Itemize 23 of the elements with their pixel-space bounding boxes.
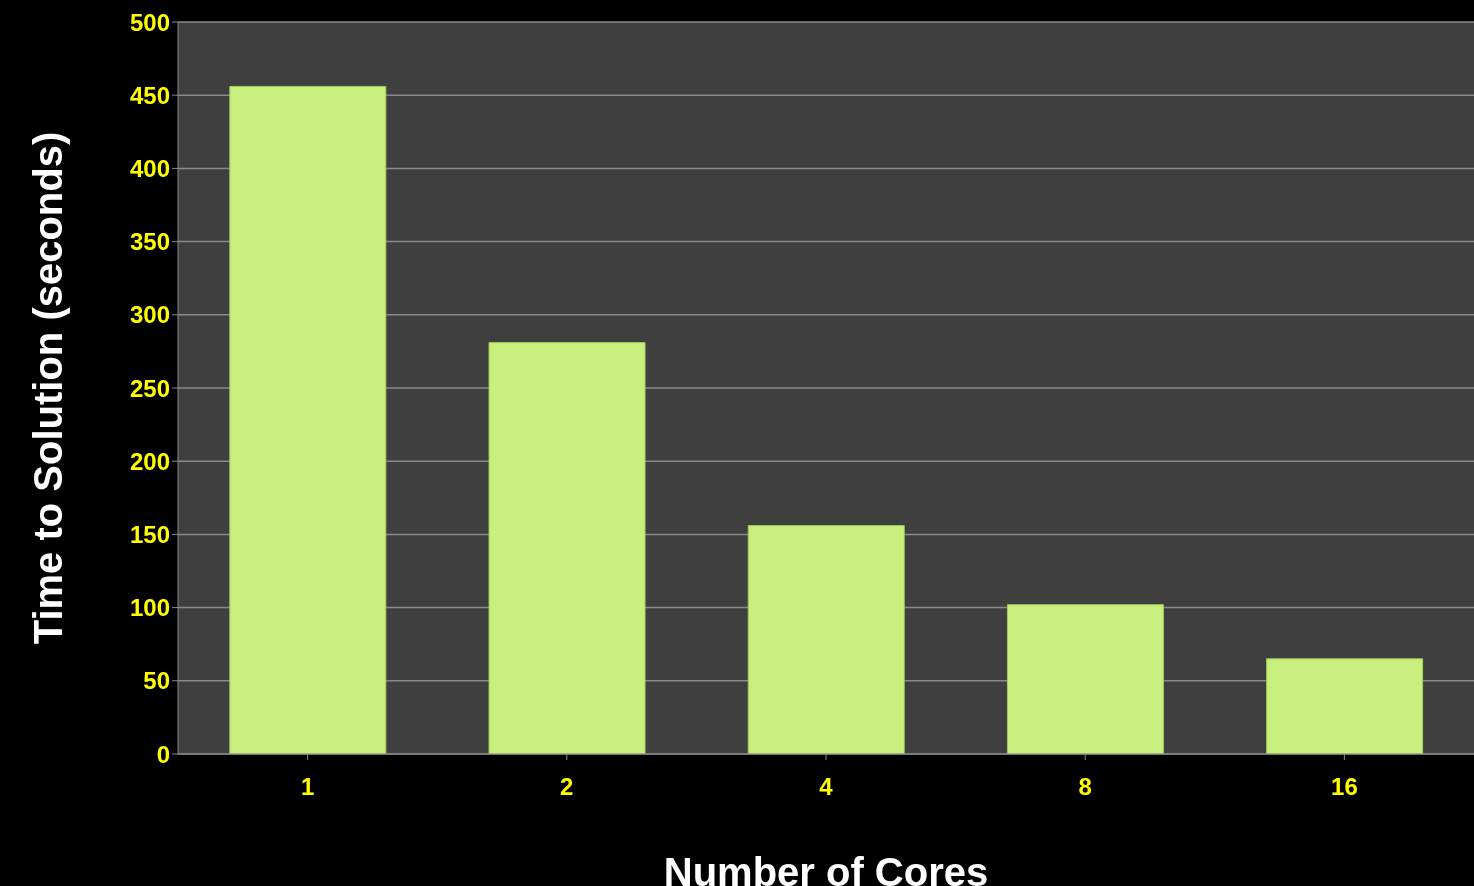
y-tick-label: 400: [129, 154, 170, 182]
y-tick-label: 300: [129, 301, 170, 329]
bar: [1266, 658, 1424, 754]
x-tick-label: 16: [1331, 773, 1358, 801]
x-axis-title: Number of Cores: [663, 850, 989, 886]
y-tick-label: 450: [129, 81, 170, 109]
y-tick-label: 250: [129, 374, 170, 402]
y-tick-label: 0: [156, 740, 170, 768]
y-tick-label: 100: [129, 594, 170, 622]
bar: [747, 525, 905, 754]
y-axis-title: Time to Solution (seconds): [26, 131, 71, 645]
y-tick-label: 200: [129, 447, 170, 475]
bar: [488, 342, 646, 754]
y-tick-label: 500: [129, 8, 170, 36]
y-tick-label: 50: [143, 667, 170, 695]
bar: [229, 85, 387, 754]
y-tick-label: 350: [129, 228, 170, 256]
x-tick-label: 4: [819, 773, 834, 801]
x-tick-label: 8: [1078, 773, 1092, 801]
bar: [1006, 604, 1164, 754]
x-tick-label: 2: [560, 773, 574, 801]
y-tick-label: 150: [129, 520, 170, 548]
x-tick-label: 1: [300, 773, 315, 801]
